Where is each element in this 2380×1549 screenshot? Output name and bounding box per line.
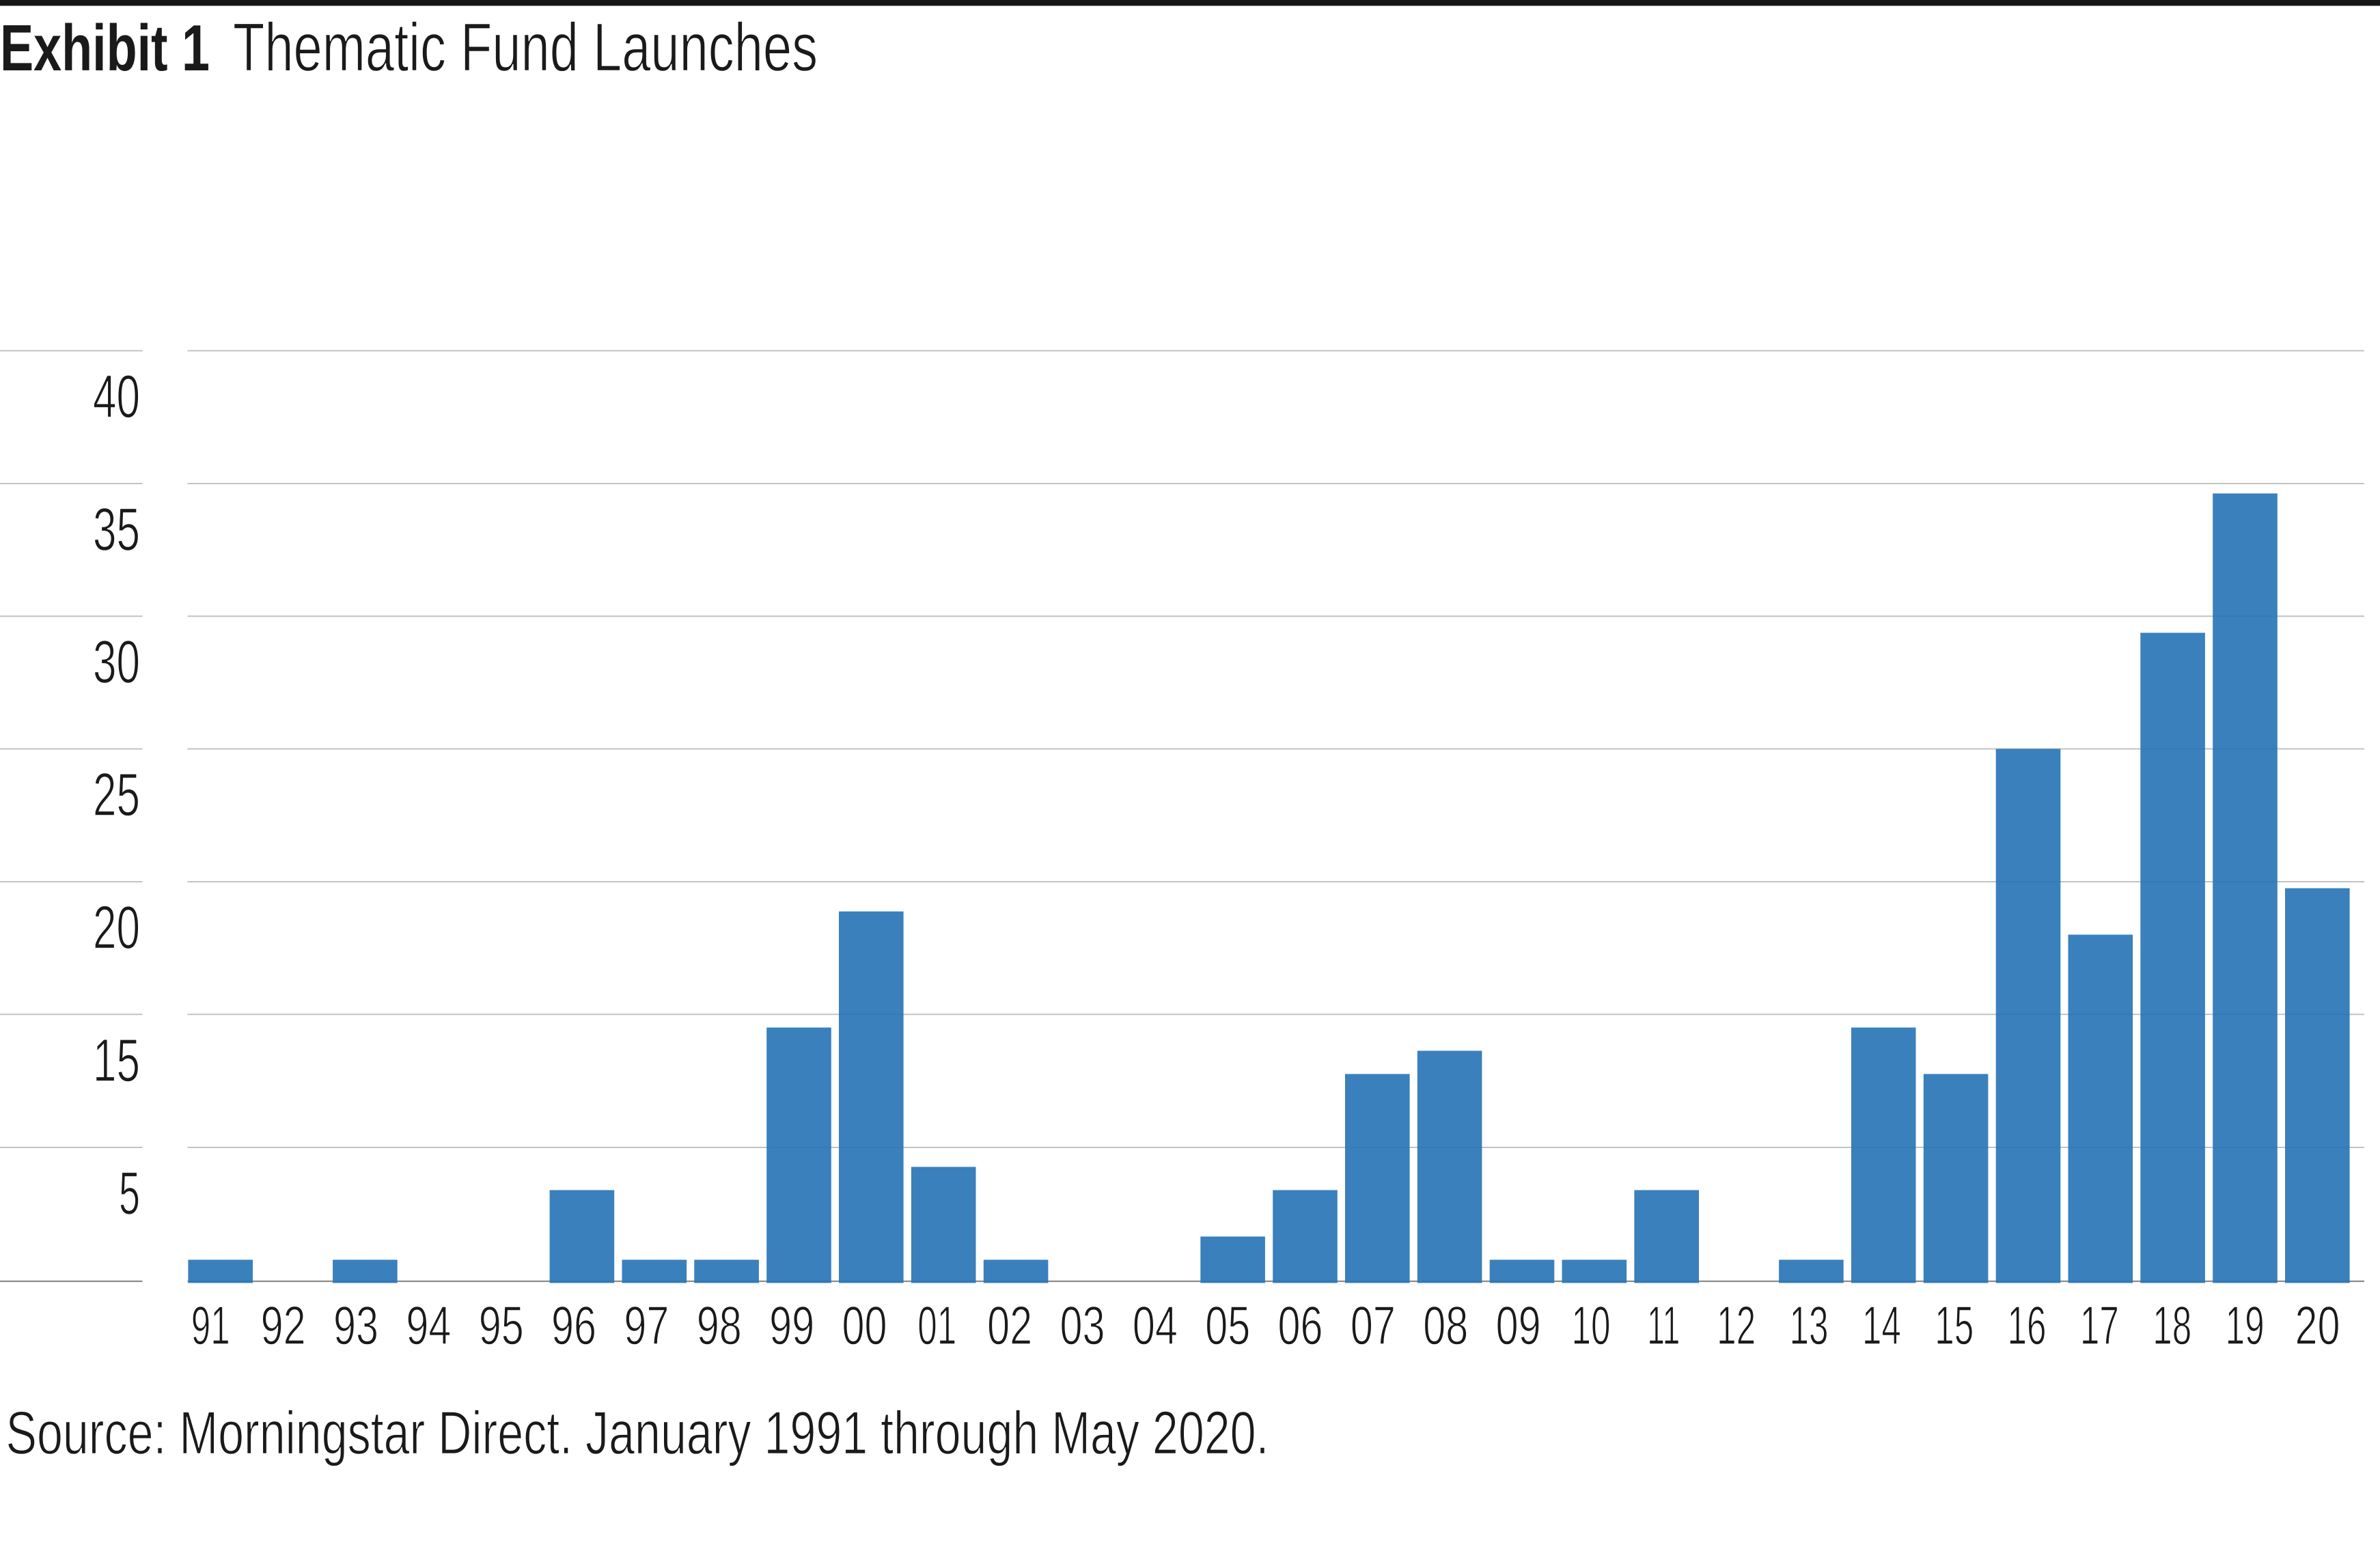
svg-text:25: 25 xyxy=(93,760,140,828)
svg-text:Exhibit 1: Exhibit 1 xyxy=(0,12,210,85)
svg-text:96: 96 xyxy=(551,1295,596,1356)
svg-text:06: 06 xyxy=(1278,1295,1323,1356)
svg-text:07: 07 xyxy=(1351,1295,1396,1356)
svg-text:95: 95 xyxy=(479,1295,524,1356)
svg-text:01: 01 xyxy=(917,1295,956,1356)
svg-text:09: 09 xyxy=(1496,1295,1541,1356)
svg-text:99: 99 xyxy=(769,1295,814,1356)
svg-text:08: 08 xyxy=(1423,1295,1468,1356)
svg-text:13: 13 xyxy=(1790,1295,1829,1356)
svg-text:20: 20 xyxy=(93,893,140,962)
svg-text:Thematic Fund Launches: Thematic Fund Launches xyxy=(233,10,818,86)
svg-text:15: 15 xyxy=(1935,1295,1974,1356)
svg-text:02: 02 xyxy=(987,1295,1032,1356)
svg-text:17: 17 xyxy=(2080,1295,2119,1356)
svg-text:35: 35 xyxy=(93,495,140,563)
svg-text:94: 94 xyxy=(406,1295,451,1356)
svg-text:11: 11 xyxy=(1647,1295,1680,1356)
svg-text:05: 05 xyxy=(1205,1295,1250,1356)
svg-text:92: 92 xyxy=(261,1295,306,1356)
svg-text:04: 04 xyxy=(1133,1295,1178,1356)
svg-text:00: 00 xyxy=(842,1295,887,1356)
svg-text:12: 12 xyxy=(1717,1295,1756,1356)
svg-text:16: 16 xyxy=(2008,1295,2047,1356)
svg-text:98: 98 xyxy=(697,1295,742,1356)
svg-text:91: 91 xyxy=(191,1295,230,1356)
svg-text:93: 93 xyxy=(333,1295,378,1356)
svg-text:15: 15 xyxy=(93,1026,140,1094)
svg-text:03: 03 xyxy=(1060,1295,1105,1356)
svg-text:97: 97 xyxy=(624,1295,669,1356)
svg-text:5: 5 xyxy=(119,1159,140,1227)
svg-text:40: 40 xyxy=(93,362,140,430)
svg-text:20: 20 xyxy=(2295,1295,2340,1356)
svg-text:14: 14 xyxy=(1862,1295,1901,1356)
svg-text:18: 18 xyxy=(2153,1295,2191,1356)
svg-text:30: 30 xyxy=(93,628,140,696)
svg-text:Source: Morningstar Direct. Ja: Source: Morningstar Direct. January 1991… xyxy=(6,1399,1269,1467)
svg-text:19: 19 xyxy=(2226,1295,2265,1356)
svg-text:10: 10 xyxy=(1571,1295,1610,1356)
